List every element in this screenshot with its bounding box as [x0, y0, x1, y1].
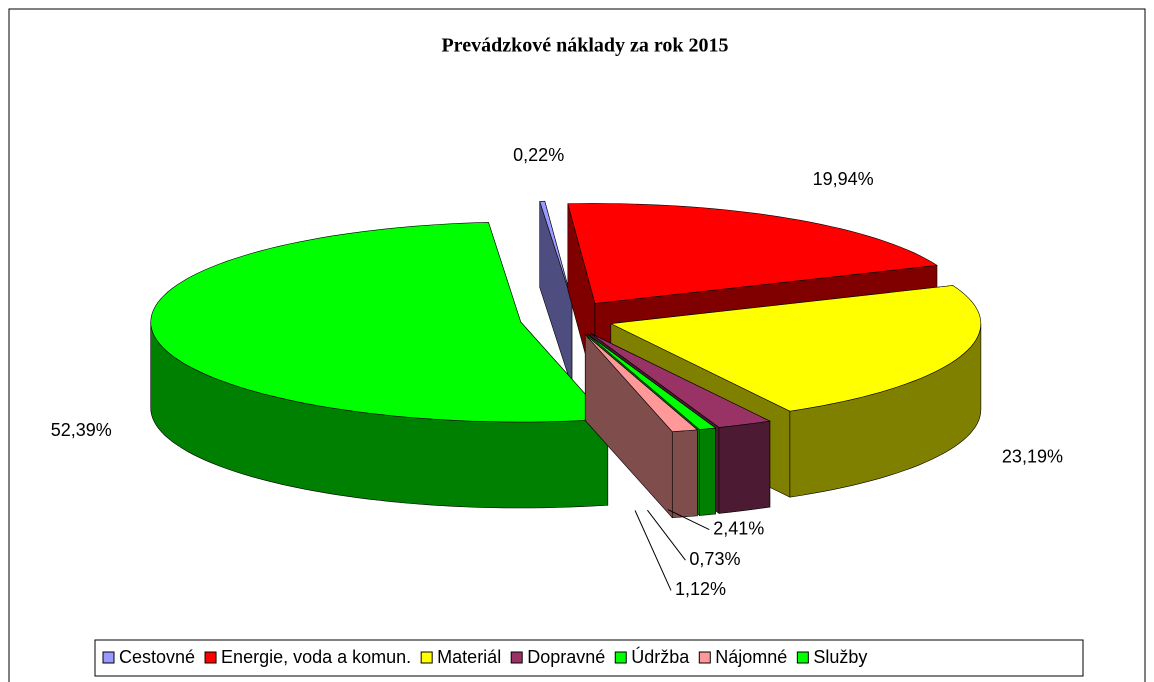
slice-side — [672, 429, 698, 519]
slice — [584, 333, 699, 519]
legend-label: Nájomné — [715, 647, 787, 667]
legend-swatch — [420, 651, 433, 664]
data-label: 1,12% — [675, 579, 726, 599]
legend-swatch — [796, 651, 809, 664]
slice-top — [567, 203, 938, 304]
legend-swatch — [614, 651, 627, 664]
data-label: 0,22% — [513, 145, 564, 165]
legend-label: Cestovné — [119, 647, 195, 667]
data-label: 52,39% — [51, 420, 112, 440]
slice-side — [699, 427, 716, 516]
legend-swatch — [510, 651, 523, 664]
chart-title: Prevádzkové náklady za rok 2015 — [441, 35, 728, 57]
data-label: 0,73% — [689, 549, 740, 569]
legend-label: Materiál — [437, 647, 501, 667]
slice-top — [150, 222, 609, 423]
legend-label: Energie, voda a komun. — [221, 647, 411, 667]
data-label: 23,19% — [1002, 446, 1063, 466]
data-label: 2,41% — [713, 518, 764, 538]
slice — [539, 200, 573, 388]
slice — [150, 222, 609, 509]
slice-side — [718, 420, 771, 514]
legend-swatch — [204, 651, 217, 664]
data-label: 19,94% — [813, 169, 874, 189]
legend-frame — [94, 639, 1084, 677]
leader-line — [647, 509, 686, 561]
legend-swatch — [102, 651, 115, 664]
legend-label: Služby — [813, 647, 867, 667]
legend-swatch — [698, 651, 711, 664]
pie — [150, 200, 982, 519]
legend-label: Údržba — [631, 646, 690, 667]
legend-label: Dopravné — [527, 647, 605, 667]
slice-top — [609, 285, 982, 412]
leader-line — [634, 510, 672, 591]
data-labels: 0,22% 19,94% 23,19% 2,41% 0,73% 1,12% 52,39% — [51, 145, 1063, 599]
slice-top — [590, 333, 771, 428]
slice-top — [539, 200, 573, 302]
leader-line — [667, 509, 710, 530]
slice-top — [585, 334, 699, 433]
legend: Cestovné Energie, voda a komun. Materiál Do… — [102, 646, 867, 667]
slice-top — [587, 333, 717, 430]
